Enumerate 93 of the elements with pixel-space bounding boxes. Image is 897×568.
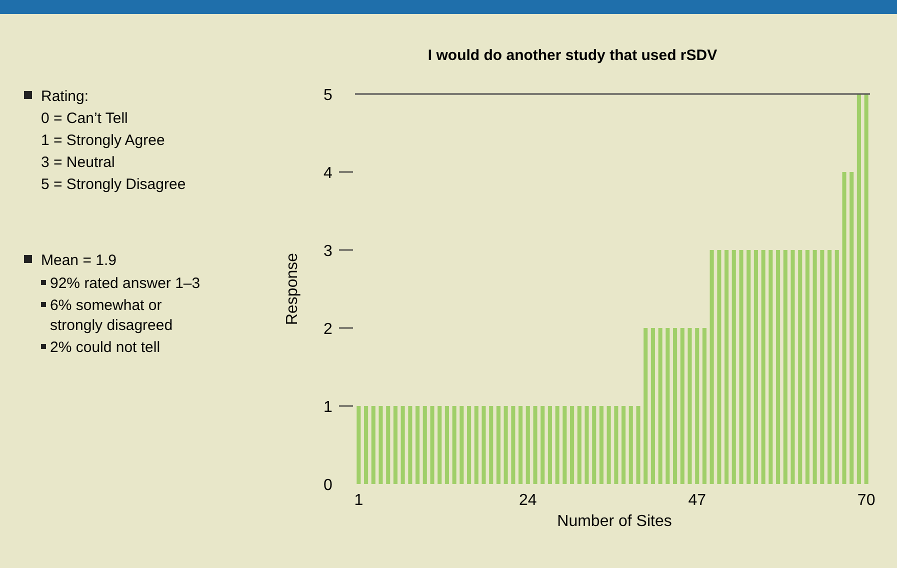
bar [864, 94, 868, 484]
x-axis-title: Number of Sites [557, 513, 672, 530]
bar [761, 250, 766, 484]
bar [482, 406, 486, 484]
text: strongly disagreed [50, 317, 173, 334]
x-tick-label: 24 [518, 492, 537, 509]
y-tick-label: 0 [324, 477, 333, 494]
text: 3 = Neutral [41, 154, 115, 171]
bar [378, 406, 383, 484]
bar [828, 250, 832, 484]
bar [533, 406, 538, 484]
y-tick-label: 3 [324, 243, 333, 260]
bar [444, 406, 449, 484]
bar [386, 406, 390, 484]
text: Mean = 1.9 [41, 252, 116, 269]
bar [680, 328, 684, 484]
bar [746, 250, 751, 484]
bar [599, 406, 604, 484]
bar [805, 250, 810, 484]
bar [511, 406, 516, 484]
bar [460, 406, 464, 484]
text: 6% somewhat or [50, 297, 162, 314]
y-axis-title: Response [284, 252, 301, 326]
bar [695, 328, 700, 484]
bar [636, 406, 640, 484]
bar [570, 406, 574, 484]
bar [644, 328, 648, 484]
bar [393, 406, 398, 484]
bar [658, 328, 662, 484]
bar [842, 172, 846, 484]
bar [710, 250, 714, 484]
bar [518, 406, 523, 484]
bar [430, 406, 434, 484]
bar [555, 406, 560, 484]
bar [790, 250, 795, 484]
bar [474, 406, 478, 484]
bar [422, 406, 427, 484]
bar [504, 406, 508, 484]
bar [452, 406, 456, 484]
bar [584, 406, 589, 484]
text: 0 = Can’t Tell [41, 110, 128, 127]
bar [467, 406, 472, 484]
bar [606, 406, 611, 484]
bar [526, 406, 530, 484]
bar [540, 406, 545, 484]
text: 1 = Strongly Agree [41, 132, 165, 149]
chart-title: I would do another study that used rSDV [428, 47, 718, 64]
bar [798, 250, 802, 484]
bar [371, 406, 376, 484]
bar [702, 328, 706, 484]
bar [628, 406, 633, 484]
bar [496, 406, 500, 484]
bar [812, 250, 817, 484]
bar [717, 250, 722, 484]
bar [438, 406, 442, 484]
bar [650, 328, 655, 484]
x-tick-label: 47 [688, 492, 706, 509]
bar [820, 250, 824, 484]
bar [688, 328, 692, 484]
bar [673, 328, 678, 484]
y-tick-label: 2 [324, 321, 333, 338]
x-tick-label: 1 [354, 492, 364, 509]
bar [739, 250, 744, 484]
bar [754, 250, 758, 484]
bar [614, 406, 618, 484]
bar [732, 250, 736, 484]
y-tick-label: 1 [324, 399, 333, 416]
bar [724, 250, 729, 484]
bar [489, 406, 494, 484]
bar [850, 172, 854, 484]
bar [577, 406, 582, 484]
x-tick-label: 70 [857, 492, 876, 509]
bar [400, 406, 405, 484]
bar [768, 250, 773, 484]
bar [408, 406, 412, 484]
bar [592, 406, 596, 484]
bar [548, 406, 552, 484]
text: 2% could not tell [50, 339, 160, 356]
bar [364, 406, 368, 484]
bar [783, 250, 788, 484]
bar [416, 406, 420, 484]
bar [856, 94, 861, 484]
y-tick-label: 5 [324, 87, 333, 104]
bar [356, 406, 361, 484]
bar [834, 250, 839, 484]
text: 5 = Strongly Disagree [41, 176, 186, 193]
bar [666, 328, 670, 484]
bar [622, 406, 626, 484]
bar [562, 406, 567, 484]
text: 92% rated answer 1–3 [50, 275, 200, 292]
text: Rating: [41, 88, 89, 105]
y-tick-label: 4 [324, 165, 333, 182]
bar [776, 250, 780, 484]
